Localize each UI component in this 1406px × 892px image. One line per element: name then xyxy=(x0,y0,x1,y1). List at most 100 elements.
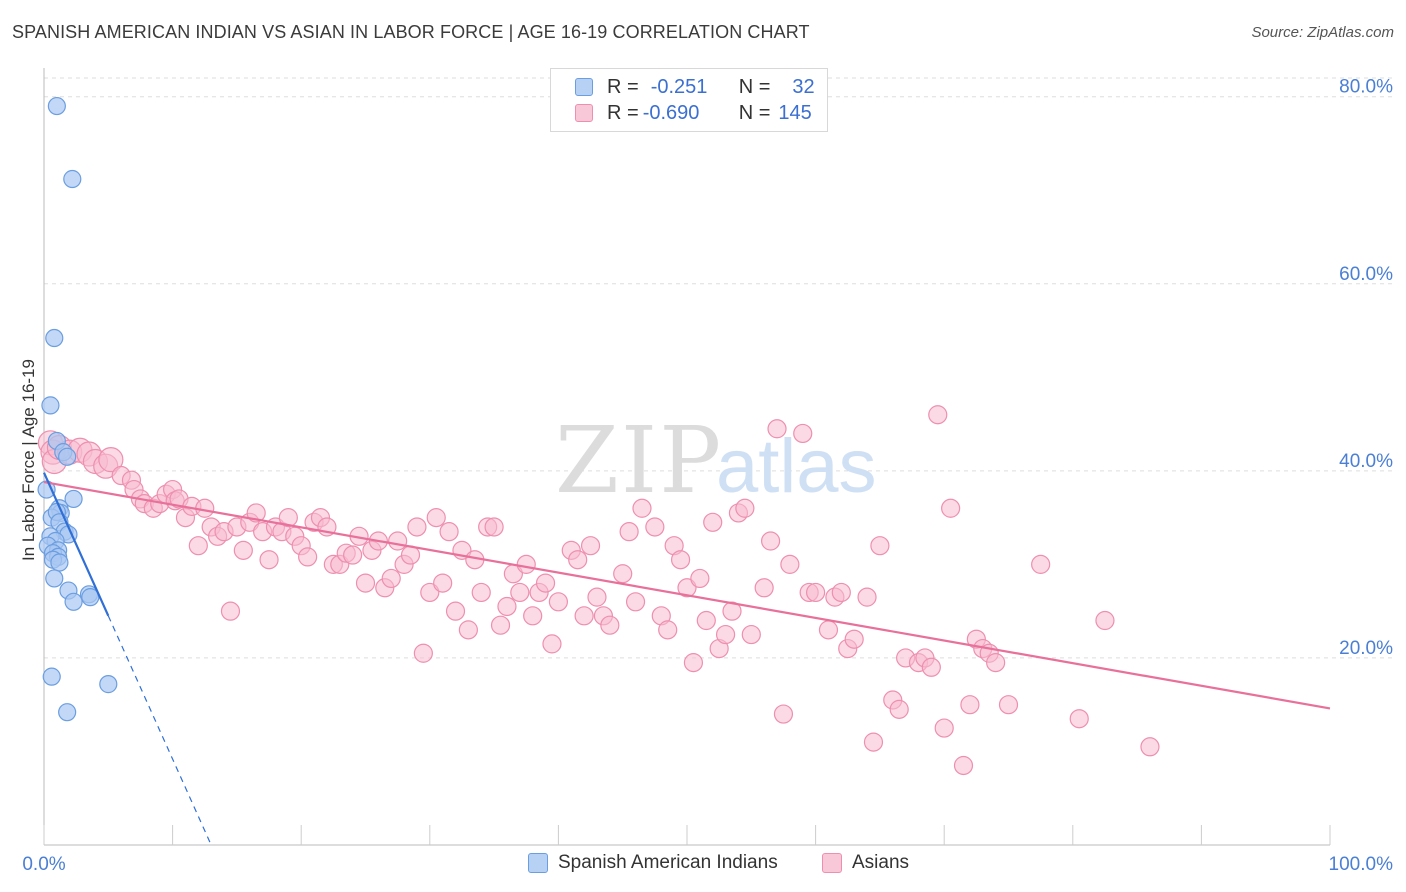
asian-point xyxy=(510,582,530,603)
spanish-american-indian-point xyxy=(47,96,66,116)
spanish-american-indian-point xyxy=(45,569,64,588)
asian-point xyxy=(600,615,620,635)
asian-point xyxy=(619,522,639,542)
spanish-american-indian-point xyxy=(58,703,77,722)
asian-point xyxy=(233,540,253,560)
watermark-zip: ZIP xyxy=(555,407,723,514)
spanish-american-indian-point xyxy=(41,396,60,415)
spanish-american-indians-trend-line xyxy=(42,472,110,617)
bottom-legend-swatch-blue xyxy=(528,853,548,873)
asian-point xyxy=(928,405,948,425)
asian-point xyxy=(497,596,517,617)
spanish-american-indians-trend-extension xyxy=(107,615,212,846)
asian-point xyxy=(805,582,826,603)
asian-point xyxy=(773,704,794,724)
asian-point xyxy=(831,582,851,603)
y-tick-label: 40.0% xyxy=(1339,451,1393,472)
asian-point xyxy=(889,699,909,719)
legend-swatch-blue xyxy=(575,78,593,96)
asian-point xyxy=(355,573,376,593)
asian-point xyxy=(658,620,678,640)
legend-n-label: N = xyxy=(738,75,771,98)
asian-point xyxy=(420,582,440,603)
asian-point xyxy=(246,503,266,523)
asian-point xyxy=(986,653,1006,673)
legend-row-spanish-american-indians: R = -0.251 N = 32 xyxy=(575,74,815,100)
asian-point xyxy=(413,643,433,663)
asian-point xyxy=(98,447,124,473)
asian-point xyxy=(484,517,504,537)
asian-point xyxy=(574,606,594,626)
asian-point xyxy=(953,755,974,776)
asian-point xyxy=(767,419,787,439)
asian-point xyxy=(735,498,755,518)
asian-point xyxy=(188,536,208,556)
asian-point xyxy=(754,578,774,598)
asian-point xyxy=(439,522,459,542)
tick-labels: 20.0% 40.0% 60.0% 80.0% 0.0% 100.0% xyxy=(22,77,1393,875)
spanish-american-indian-point xyxy=(63,169,82,189)
spanish-american-indian-point xyxy=(99,675,118,694)
asian-point xyxy=(426,508,446,528)
x-tick-label-min: 0.0% xyxy=(22,854,65,875)
asian-point xyxy=(433,573,453,593)
asian-point xyxy=(587,587,607,607)
spanish-american-indian-point xyxy=(42,667,61,686)
legend-swatch-pink xyxy=(575,104,593,122)
asian-point xyxy=(780,554,800,574)
asian-point xyxy=(844,629,864,649)
asian-point xyxy=(696,610,716,631)
asian-point xyxy=(670,550,691,570)
asian-point xyxy=(690,568,710,589)
x-tick-label-max: 100.0% xyxy=(1329,854,1394,875)
asian-point xyxy=(645,517,665,537)
asian-point xyxy=(1031,554,1051,574)
y-tick-label: 60.0% xyxy=(1339,264,1393,285)
spanish-american-indian-point xyxy=(64,489,83,509)
chart-title: SPANISH AMERICAN INDIAN VS ASIAN IN LABO… xyxy=(12,22,810,42)
asian-point xyxy=(625,592,646,612)
asian-point xyxy=(445,601,466,621)
bottom-legend-label: Spanish American Indians xyxy=(558,852,778,873)
asian-point xyxy=(632,498,652,518)
asian-point xyxy=(1140,737,1160,757)
asian-point xyxy=(760,531,781,551)
stats-legend: R = -0.251 N = 32 R = -0.690 N = 145 xyxy=(550,68,828,132)
asian-point xyxy=(535,573,556,593)
asian-point xyxy=(298,547,318,567)
bottom-legend-swatch-pink xyxy=(822,853,842,873)
legend-n-label: N = xyxy=(738,101,771,124)
asian-point xyxy=(523,606,543,626)
asian-point xyxy=(1069,709,1089,729)
spanish-american-indian-point xyxy=(50,553,69,572)
asian-point xyxy=(407,517,427,537)
y-axis-label: In Labor Force | Age 16-19 xyxy=(19,359,38,561)
asian-point xyxy=(1095,610,1115,631)
asian-point xyxy=(677,578,697,598)
legend-n-value: 32 xyxy=(792,75,815,98)
asians-trend-line xyxy=(43,480,1331,710)
spanish-american-indian-point xyxy=(45,328,64,348)
y-tick-label: 20.0% xyxy=(1339,638,1393,659)
asian-point xyxy=(388,531,408,551)
asian-point xyxy=(568,550,588,570)
asian-point xyxy=(471,582,491,603)
asian-point xyxy=(381,568,401,589)
points-asians xyxy=(37,405,1160,776)
asian-point xyxy=(703,512,723,532)
asian-point xyxy=(278,508,298,528)
asian-point xyxy=(715,624,736,645)
asian-point xyxy=(934,718,954,738)
asian-point xyxy=(458,620,478,640)
asian-point xyxy=(921,657,941,677)
legend-row-asians: R = -0.690 N = 145 xyxy=(575,100,812,126)
asian-point xyxy=(613,564,633,584)
asian-point xyxy=(259,550,279,570)
asian-point xyxy=(960,695,980,715)
bottom-legend-asians: Asians xyxy=(822,852,909,874)
asian-point xyxy=(548,592,569,612)
bottom-legend-label: Asians xyxy=(852,852,910,873)
legend-r-value: -0.690 xyxy=(642,101,700,124)
asian-point xyxy=(343,545,363,565)
